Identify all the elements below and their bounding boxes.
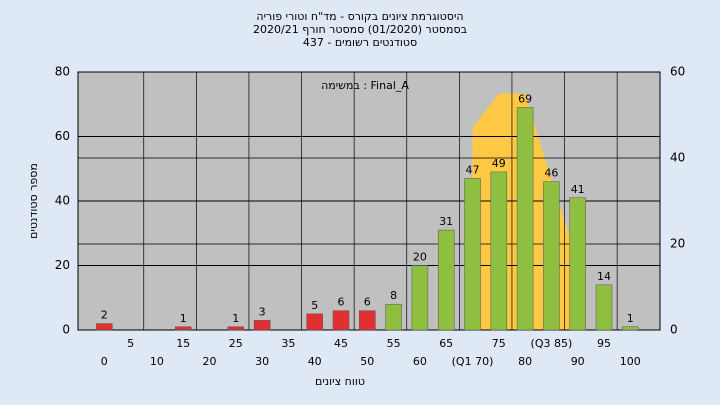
x-tick-label: 20: [203, 355, 217, 368]
y-tick-label: 40: [55, 194, 70, 208]
y2-tick-label: 20: [670, 237, 685, 251]
x-tick-label: 95: [597, 337, 611, 350]
bar: [543, 181, 560, 331]
bar: [464, 178, 481, 331]
x-tick-label: 45: [334, 337, 348, 350]
x-tick-label: (Q3 85): [531, 337, 573, 350]
bar: [227, 326, 245, 331]
x-tick-label: 55: [387, 337, 401, 350]
data-label: 41: [571, 183, 585, 196]
x-tick-label: (Q1 70): [452, 355, 494, 368]
y2-tick-label: 60: [670, 65, 685, 79]
data-label: 20: [413, 251, 427, 264]
bar: [174, 326, 192, 331]
x-tick-label: 50: [360, 355, 374, 368]
chart-title: היסטוגרמת ציונים בקורס - מד"ח וטורי פורי…: [256, 10, 463, 23]
data-label: 5: [311, 299, 318, 312]
y-tick-label: 20: [55, 258, 70, 272]
x-tick-label: 40: [308, 355, 322, 368]
data-label: 1: [627, 312, 634, 325]
data-label: 2: [101, 309, 108, 322]
data-label: 14: [597, 270, 611, 283]
data-label: 49: [492, 157, 506, 170]
bar: [411, 265, 429, 331]
bar: [490, 171, 508, 331]
bar: [385, 303, 402, 331]
data-label: 6: [338, 296, 345, 309]
bar: [332, 310, 350, 331]
x-axis-label: טווח ציונים: [315, 375, 365, 388]
data-label: 46: [544, 167, 558, 180]
x-tick-label: 0: [101, 355, 108, 368]
bar: [96, 323, 113, 331]
y2-tick-label: 0: [670, 323, 678, 337]
x-tick-label: 15: [176, 337, 190, 350]
data-label: 6: [364, 296, 371, 309]
x-tick-label: 35: [281, 337, 295, 350]
x-tick-label: 75: [492, 337, 506, 350]
data-label: 69: [518, 92, 532, 105]
x-tick-label: 90: [571, 355, 585, 368]
annotation: במשימה : Final_A: [321, 79, 409, 92]
bar: [622, 326, 639, 331]
x-tick-label: 100: [620, 355, 641, 368]
y-tick-label: 80: [55, 65, 70, 79]
bar: [306, 313, 323, 331]
chart-subtitle: בסמסטר (01/2020) סמסטר חורף 2020/21: [253, 23, 467, 36]
bar: [437, 229, 455, 331]
x-tick-label: 80: [518, 355, 532, 368]
x-tick-label: 25: [229, 337, 243, 350]
y-tick-label: 0: [62, 323, 70, 337]
bar: [516, 107, 534, 331]
chart-subtitle: סטודנטים רשומים - 437: [303, 36, 417, 49]
x-tick-label: 30: [255, 355, 269, 368]
bar: [359, 310, 376, 331]
bar: [595, 284, 613, 331]
x-tick-label: 65: [439, 337, 453, 350]
bar: [253, 320, 271, 331]
data-label: 1: [232, 312, 239, 325]
y-axis-label: מספר סטודנטים: [27, 163, 40, 239]
data-label: 31: [439, 215, 453, 228]
x-tick-label: 60: [413, 355, 427, 368]
data-label: 1: [180, 312, 187, 325]
y2-tick-label: 40: [670, 151, 685, 165]
x-tick-label: 5: [127, 337, 134, 350]
data-label: 47: [466, 163, 480, 176]
data-label: 8: [390, 289, 397, 302]
x-tick-label: 10: [150, 355, 164, 368]
y-tick-label: 60: [55, 129, 70, 143]
bar: [569, 197, 586, 331]
data-label: 3: [259, 305, 266, 318]
